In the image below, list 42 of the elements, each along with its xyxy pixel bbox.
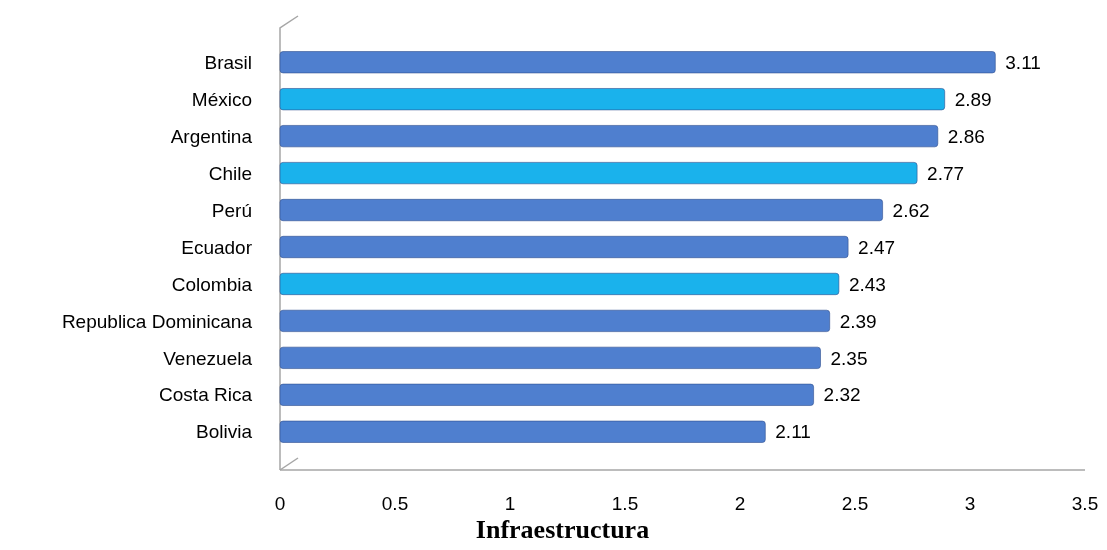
x-tick-label: 3: [964, 493, 976, 514]
x-tick-label: 0.5: [381, 493, 409, 514]
y-tick-label: Venezuela: [163, 347, 253, 369]
data-label: 3.11: [1005, 51, 1041, 73]
bar: [279, 162, 918, 185]
bar: [279, 346, 821, 369]
bar: [279, 272, 840, 295]
bar: [279, 309, 830, 332]
x-tick-label: 3.5: [1071, 493, 1099, 514]
y-tick-label: Bolivia: [196, 421, 253, 443]
y-tick-label: Costa Rica: [159, 384, 253, 406]
data-label: 2.11: [775, 421, 811, 443]
y-tick-label: Brasil: [204, 51, 252, 73]
data-label: 2.77: [927, 162, 965, 184]
x-tick-label: 1.5: [611, 493, 639, 514]
data-label: 2.62: [892, 199, 930, 221]
data-label: 2.89: [954, 88, 992, 110]
data-label: 2.35: [830, 347, 868, 369]
x-axis-title: Infraestructura: [475, 515, 650, 544]
bar: [279, 199, 883, 222]
data-label: 2.39: [839, 310, 877, 332]
y-tick-label: Ecuador: [181, 236, 253, 258]
x-tick-label: 2.5: [841, 493, 869, 514]
bar: [279, 420, 766, 443]
y-tick-label: Chile: [208, 162, 252, 184]
y-tick-label: México: [191, 88, 252, 110]
bar: [279, 88, 945, 111]
bar: [279, 383, 814, 406]
y-tick-label: Republica Dominicana: [61, 310, 253, 332]
bar: [279, 51, 996, 74]
x-tick-label: 2: [734, 493, 746, 514]
y-tick-label: Perú: [211, 199, 252, 221]
y-tick-label: Argentina: [170, 125, 253, 147]
data-label: 2.43: [848, 273, 886, 295]
x-tick-label: 0: [274, 493, 286, 514]
y-tick-label: Colombia: [171, 273, 253, 295]
data-label: 2.47: [858, 236, 896, 258]
data-label: 2.86: [947, 125, 985, 147]
bar: [279, 125, 939, 148]
x-tick-label: 1: [504, 493, 516, 514]
data-label: 2.32: [823, 384, 861, 406]
bar: [279, 235, 849, 259]
